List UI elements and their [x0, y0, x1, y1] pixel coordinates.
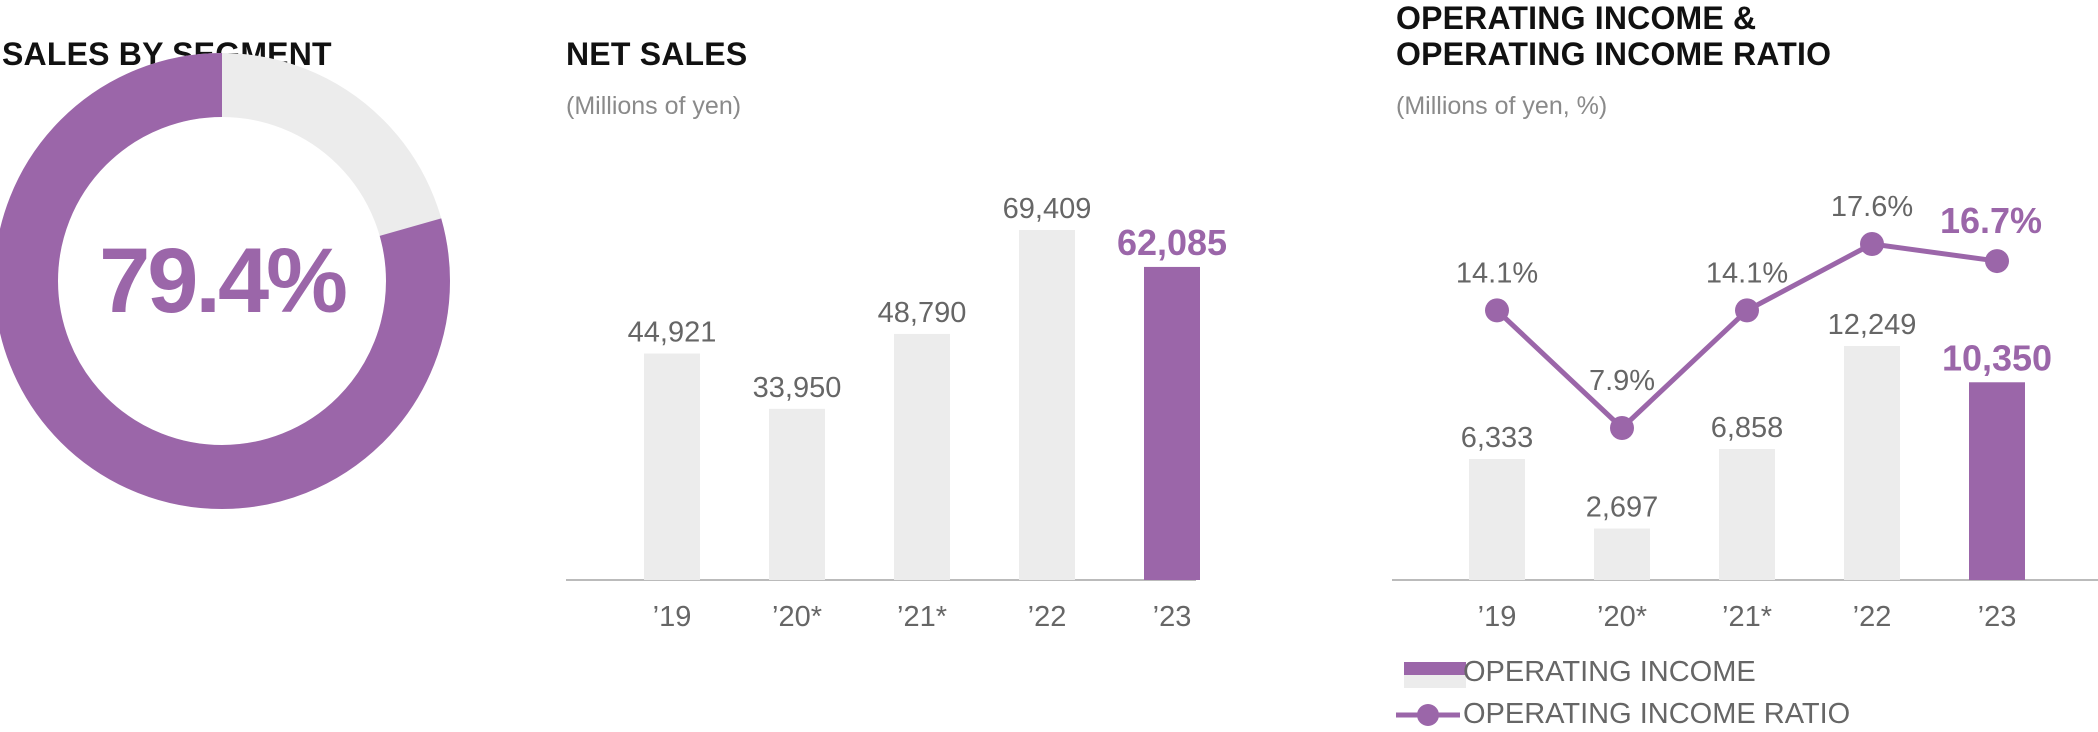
- operating-ratio-point: [1985, 249, 2009, 274]
- donut-center-label: 79.4%: [99, 230, 348, 332]
- net-sales-bar: [1144, 266, 1200, 580]
- net-sales-value-label: 69,409: [1003, 193, 1092, 225]
- net-sales-tick-label: ’21*: [897, 601, 947, 633]
- net-sales-bar: [1019, 230, 1075, 580]
- net-sales-bar: [894, 333, 950, 580]
- net-sales-value-label: 48,790: [878, 297, 967, 329]
- segment-donut-chart: [0, 53, 450, 509]
- operating-income-value-label: 6,333: [1461, 422, 1534, 454]
- operating-tick-label: ’23: [1978, 601, 2017, 633]
- net-sales-value-label: 33,950: [753, 372, 842, 404]
- net-sales-tick-label: ’22: [1028, 601, 1067, 633]
- net-sales-bar: [644, 353, 700, 580]
- net-sales-bar: [769, 408, 825, 580]
- operating-income-value-label: 6,858: [1711, 412, 1784, 444]
- operating-tick-label: ’19: [1478, 601, 1517, 633]
- operating-income-value-label: 2,697: [1586, 491, 1659, 523]
- operating-unit: (Millions of yen, %): [1396, 92, 1608, 120]
- operating-tick-label: ’22: [1853, 601, 1892, 633]
- operating-ratio-label: 14.1%: [1706, 257, 1788, 289]
- operating-ratio-point: [1485, 298, 1509, 323]
- net-sales-unit: (Millions of yen): [566, 92, 742, 120]
- operating-income-bar: [1969, 382, 2025, 580]
- operating-income-bar: [1469, 459, 1525, 580]
- net-sales-value-label: 62,085: [1117, 222, 1227, 263]
- operating-ratio-point: [1735, 298, 1759, 323]
- operating-ratio-point: [1860, 232, 1884, 256]
- operating-income-value-label: 10,350: [1942, 337, 2052, 378]
- net-sales-title: NET SALES: [566, 36, 748, 72]
- operating-title-line1: OPERATING INCOME &: [1396, 0, 1757, 36]
- operating-ratio-label: 14.1%: [1456, 257, 1538, 289]
- legend-line-label: OPERATING INCOME RATIO: [1463, 698, 1851, 730]
- operating-income-bar: [1719, 448, 1775, 580]
- net-sales-value-label: 44,921: [628, 316, 717, 348]
- net-sales-tick-label: ’20*: [772, 601, 822, 633]
- operating-income-value-label: 12,249: [1828, 309, 1917, 341]
- donut-slice-segment: [0, 53, 450, 509]
- operating-ratio-label: 7.9%: [1589, 365, 1655, 397]
- operating-income-bar: [1844, 346, 1900, 580]
- operating-title-line2: OPERATING INCOME RATIO: [1396, 36, 1832, 72]
- operating-tick-label: ’21*: [1722, 601, 1772, 633]
- legend-bar-label: OPERATING INCOME: [1463, 656, 1756, 688]
- legend-bar-swatch: [1404, 662, 1466, 688]
- net-sales-tick-label: ’23: [1153, 601, 1192, 633]
- net-sales-tick-label: ’19: [653, 601, 692, 633]
- legend-line-swatch: [1396, 704, 1460, 726]
- operating-income-bar: [1594, 528, 1650, 580]
- operating-ratio-label: 17.6%: [1831, 191, 1913, 223]
- operating-tick-label: ’20*: [1597, 601, 1647, 633]
- operating-ratio-point: [1610, 416, 1634, 440]
- operating-ratio-label: 16.7%: [1940, 200, 2042, 241]
